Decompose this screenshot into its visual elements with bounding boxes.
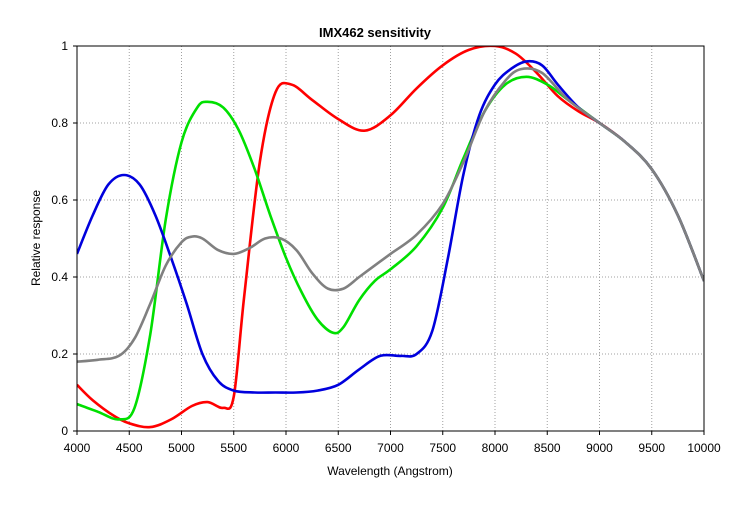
y-tick-label: 0.2: [51, 347, 68, 361]
tick-layer: 4000 4500 5000 5500 6000 6500 7000 7500 8000 8500…: [51, 39, 721, 455]
x-axis-label: Wavelength (Angstrom): [327, 464, 453, 478]
y-tick-label: 0.4: [51, 270, 68, 284]
green-series-line: [77, 75, 704, 421]
x-tick-label: 10000: [687, 441, 721, 455]
x-tick-label: 8500: [534, 441, 561, 455]
x-tick-label: 8000: [482, 441, 509, 455]
y-axis-label: Relative response: [29, 190, 43, 286]
x-tick-label: 4500: [116, 441, 143, 455]
x-tick-label: 9500: [638, 441, 665, 455]
x-tick-label: 4000: [64, 441, 91, 455]
y-tick-label: 0.8: [51, 116, 68, 130]
x-tick-label: 5500: [220, 441, 247, 455]
x-tick-label: 6000: [273, 441, 300, 455]
x-tick-label: 6500: [325, 441, 352, 455]
y-tick-label: 0: [61, 424, 68, 438]
x-tick-label: 5000: [168, 441, 195, 455]
y-tick-label: 0.6: [51, 193, 68, 207]
gray-series-line: [77, 67, 704, 363]
x-tick-label: 7000: [377, 441, 404, 455]
grid: [77, 45, 704, 431]
x-tick-label: 7500: [429, 441, 456, 455]
chart-title: IMX462 sensitivity: [319, 25, 432, 40]
x-tick-label: 9000: [586, 441, 613, 455]
blue-series-line: [77, 59, 704, 394]
red-series-line: [77, 46, 704, 429]
y-tick-label: 1: [61, 39, 68, 53]
series-layer: [77, 46, 704, 429]
